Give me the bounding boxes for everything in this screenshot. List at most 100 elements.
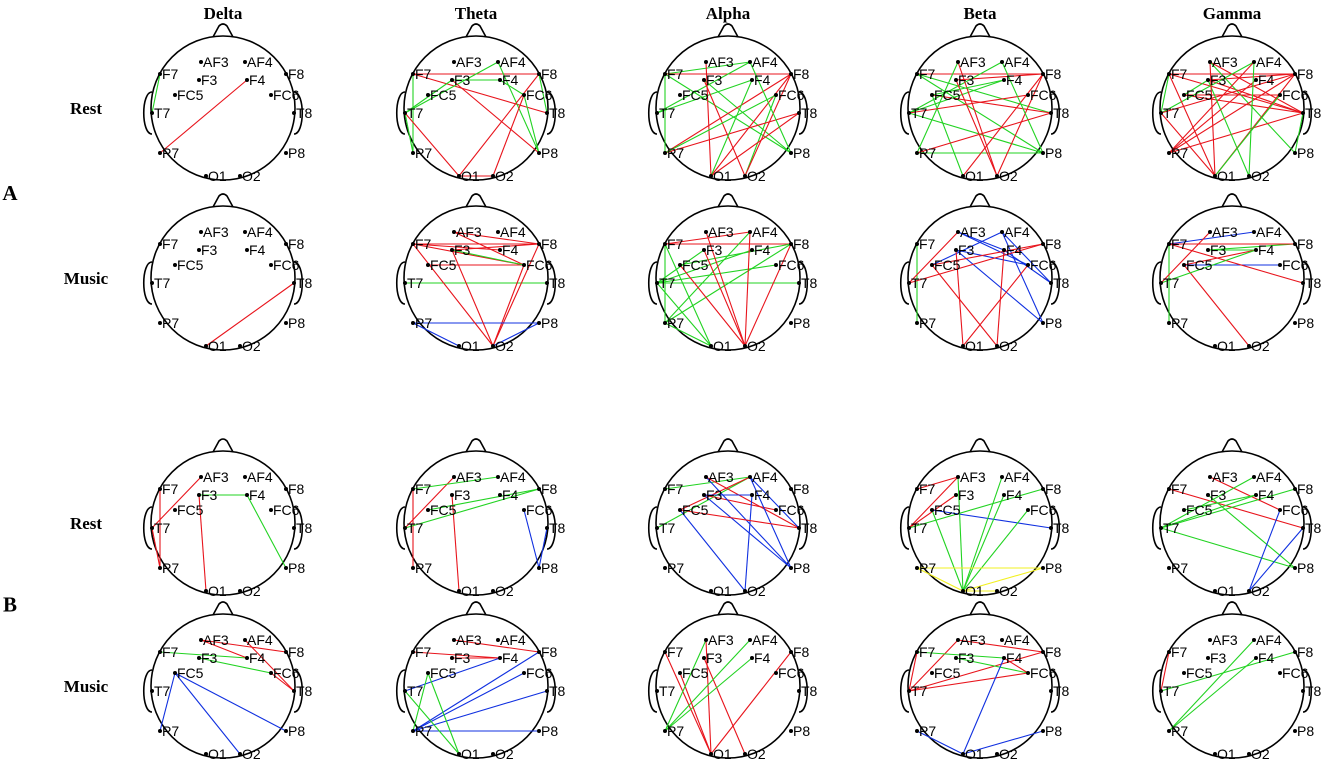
scalp-outline: [403, 450, 549, 596]
left-ear-icon: [142, 91, 153, 135]
electrode-fc5-label: FC5: [1186, 502, 1213, 518]
connection-f4-fc6: [499, 79, 525, 96]
electrode-t8-marker: [1049, 689, 1053, 693]
electrode-f4-label: F4: [502, 650, 519, 666]
electrode-f8-label: F8: [1297, 481, 1314, 497]
connection-af4-p8: [1001, 61, 1044, 154]
electrode-fc6-marker: [774, 671, 778, 675]
connection-f8-o1: [458, 73, 540, 177]
nose-icon: [717, 193, 739, 208]
right-ear-icon: [1050, 91, 1061, 135]
connection-f7-t7: [1160, 73, 1170, 114]
electrode-af4-label: AF4: [752, 224, 778, 240]
electrode-p7-label: P7: [1171, 560, 1188, 576]
electrode-o1-marker: [961, 344, 965, 348]
electrode-fc5-label: FC5: [934, 665, 961, 681]
electrode-f7-marker: [663, 242, 667, 246]
electrode-f4-label: F4: [249, 487, 266, 503]
connection-fc5-o2: [174, 672, 241, 755]
electrode-o1-marker: [709, 589, 713, 593]
connection-fc5-o2: [679, 264, 746, 347]
electrode-p8-label: P8: [1045, 723, 1062, 739]
electrode-p8-marker: [1293, 151, 1297, 155]
electrode-af3-marker: [452, 60, 456, 64]
electrode-f3-marker: [450, 493, 454, 497]
electrode-f7-marker: [1167, 242, 1171, 246]
electrode-fc6-label: FC6: [778, 502, 805, 518]
nose-icon: [465, 601, 487, 616]
electrode-af3-label: AF3: [1212, 469, 1238, 485]
electrode-fc5-label: FC5: [682, 502, 709, 518]
electrode-f8-label: F8: [1045, 481, 1062, 497]
electrode-f8-label: F8: [1045, 66, 1062, 82]
scalp-outline: [150, 35, 296, 181]
connection-t7-af3: [908, 231, 959, 284]
electrode-fc5-marker: [930, 671, 934, 675]
connection-af3-fc6: [957, 231, 1029, 266]
electrode-f7-marker: [1167, 650, 1171, 654]
electrode-p7-label: P7: [162, 723, 179, 739]
electrode-o2-marker: [995, 752, 999, 756]
electrode-p8-marker: [789, 729, 793, 733]
electrode-f7-label: F7: [162, 644, 179, 660]
electrode-f7-marker: [158, 72, 162, 76]
electrode-t8-label: T8: [296, 105, 313, 121]
connection-t7-f4: [656, 79, 753, 114]
electrode-af3-marker: [1208, 638, 1212, 642]
band-title-gamma: Gamma: [1203, 4, 1262, 23]
scalp-outline: [150, 613, 296, 759]
electrode-af3-label: AF3: [708, 224, 734, 240]
electrode-f4-marker: [750, 493, 754, 497]
electrode-o2-label: O2: [495, 338, 514, 354]
electrode-p7-label: P7: [415, 560, 432, 576]
electrode-af3-marker: [704, 638, 708, 642]
electrode-af3-label: AF3: [456, 54, 482, 70]
scalp-outline: [1159, 450, 1305, 596]
electrode-fc6-marker: [522, 508, 526, 512]
connection-o1-f4: [710, 79, 753, 177]
head-map-b-rest-gamma: AF3 AF4 F7 F3 F4 F8 FC5 FC6 T7 T8 P7 P8 O1 O2: [1151, 438, 1322, 599]
electrode-f7-label: F7: [415, 66, 432, 82]
electrode-p8-label: P8: [1297, 315, 1314, 331]
electrode-o1-label: O1: [713, 338, 732, 354]
electrode-fc5-marker: [678, 263, 682, 267]
connection-p7-t8: [412, 690, 548, 732]
electrode-fc5-label: FC5: [1186, 665, 1213, 681]
electrode-o1-marker: [457, 174, 461, 178]
connection-p7-f4: [1168, 657, 1257, 732]
electrode-t7-label: T7: [911, 275, 928, 291]
electrode-p7-marker: [158, 321, 162, 325]
electrode-fc5-label: FC5: [934, 87, 961, 103]
electrode-f8-marker: [537, 242, 541, 246]
connection-fc5-o2: [1183, 264, 1250, 347]
electrode-fc6-label: FC6: [526, 665, 553, 681]
electrode-fc6-label: FC6: [1030, 257, 1057, 273]
connection-f4-fc6: [1003, 657, 1029, 674]
electrode-o2-marker: [238, 344, 242, 348]
electrode-f7-marker: [663, 487, 667, 491]
head-map-a-music-gamma: AF3 AF4 F7 F3 F4 F8 FC5 FC6 T7 T8 P7 P8 O1 O2: [1151, 193, 1322, 354]
connection-fc5-p7: [159, 672, 176, 732]
electrode-f7-marker: [411, 650, 415, 654]
electrode-f3-label: F3: [201, 650, 218, 666]
electrode-f4-label: F4: [1006, 242, 1023, 258]
electrode-af3-label: AF3: [1212, 54, 1238, 70]
electrode-fc5-marker: [426, 671, 430, 675]
row-label-b-music: Music: [64, 677, 109, 696]
connection-t7-af4: [404, 61, 499, 114]
right-ear-icon: [546, 261, 557, 305]
connection-f3-p8: [703, 494, 792, 569]
electrode-p8-marker: [1293, 321, 1297, 325]
connection-f3-o2: [451, 249, 494, 347]
electrode-t7-marker: [1159, 111, 1163, 115]
electrode-fc5-label: FC5: [177, 502, 204, 518]
electrode-o2-label: O2: [747, 746, 766, 762]
electrode-o2-marker: [491, 174, 495, 178]
electrode-p7-marker: [915, 729, 919, 733]
electrode-t7-label: T7: [154, 520, 171, 536]
row-label-a-music: Music: [64, 269, 109, 288]
electrode-af4-marker: [496, 638, 500, 642]
connection-af3-o1: [705, 61, 712, 177]
left-ear-icon: [142, 669, 153, 713]
electrode-af4-marker: [1252, 638, 1256, 642]
